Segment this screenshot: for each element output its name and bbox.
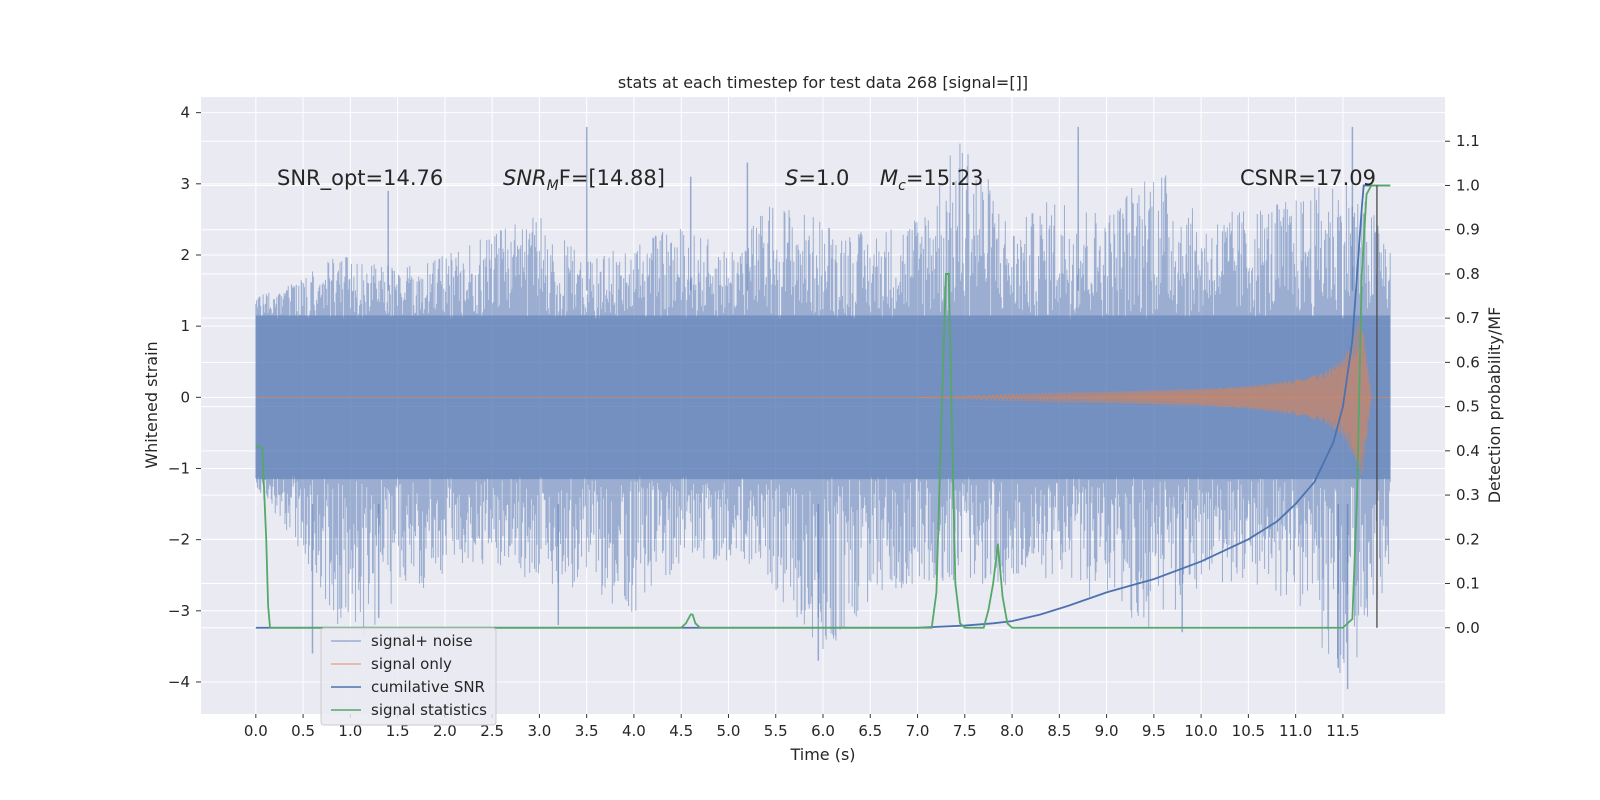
y-right-axis-label: Detection probability/MF (1485, 307, 1504, 504)
y-tick-label-4: 0 (180, 388, 190, 406)
x-tick-label-0: 0.0 (244, 722, 268, 740)
x-tick-label-2: 1.0 (338, 722, 362, 740)
cumulative-snr-line (255, 184, 1391, 629)
x-tick-label-11: 5.5 (764, 722, 788, 740)
y-right-tick-label-5: 0.6 (1456, 353, 1480, 371)
y-tick-label-5: −1 (168, 459, 190, 477)
x-tick-label-4: 2.0 (433, 722, 457, 740)
annotation-snr-mf-sub: M (547, 178, 559, 194)
legend-label-signal-statistics: signal statistics (371, 701, 487, 719)
x-tick-label-7: 3.5 (575, 722, 599, 740)
legend-label-signal-only: signal only (371, 655, 452, 673)
y-tick-label-7: −3 (168, 602, 190, 620)
y-right-tick-label-9: 0.2 (1456, 530, 1480, 548)
y-right-tick-label-2: 0.9 (1456, 221, 1480, 239)
y-right-tick-label-10: 0.1 (1456, 575, 1480, 593)
x-tick-label-10: 5.0 (717, 722, 741, 740)
annotations: SNR_opt=14.76 SNRMF=[14.88] S=1.0 Mc=15.… (277, 166, 1376, 194)
annotation-mc-sub: c (898, 178, 906, 194)
annotation-snr-opt: SNR_opt=14.76 (277, 166, 443, 191)
y-right-tick-label-11: 0.0 (1456, 619, 1480, 637)
annotation-snr-mf-rest: F=[14.88] (559, 166, 665, 190)
y-tick-labels: 4 3 2 1 0 −1 −2 −3 −4 (168, 104, 201, 691)
x-tick-label-1: 0.5 (291, 722, 315, 740)
annotation-mc-main: M (880, 166, 898, 190)
x-tick-label-19: 9.5 (1142, 722, 1166, 740)
y-right-tick-label-6: 0.5 (1456, 398, 1480, 416)
y-right-tick-label-8: 0.3 (1456, 486, 1480, 504)
legend-label-cumulative-snr: cumilative SNR (371, 678, 485, 696)
x-tick-label-9: 4.5 (669, 722, 693, 740)
x-tick-label-20: 10.0 (1184, 722, 1217, 740)
x-tick-label-23: 11.5 (1326, 722, 1359, 740)
y-right-tick-label-4: 0.7 (1456, 309, 1480, 327)
x-tick-label-16: 8.0 (1000, 722, 1024, 740)
x-tick-label-6: 3.0 (527, 722, 551, 740)
series-signal-only (255, 318, 1391, 475)
x-tick-label-17: 8.5 (1047, 722, 1071, 740)
x-tick-label-8: 4.0 (622, 722, 646, 740)
legend-label-signal-noise: signal+ noise (371, 632, 473, 650)
y-right-tick-label-3: 0.8 (1456, 265, 1480, 283)
legend-box (320, 627, 497, 726)
x-tick-label-3: 1.5 (386, 722, 410, 740)
x-tick-label-12: 6.0 (811, 722, 835, 740)
y-right-tick-labels: 1.1 1.0 0.9 0.8 0.7 0.6 0.5 0.4 0.3 0.2 0.1 0.0 (1445, 132, 1480, 637)
x-axis-label: Time (s) (789, 745, 855, 764)
annotation-mc-rest: =15.23 (906, 166, 984, 190)
y-axis-label: Whitened strain (142, 341, 161, 468)
x-tick-labels: 0.0 0.5 1.0 1.5 2.0 2.5 3.0 3.5 4.0 4.5 5.0 5.5 6.0 6… (244, 714, 1360, 740)
x-tick-label-15: 7.5 (953, 722, 977, 740)
legend: signal+ noise signal only cumilative SNR… (320, 627, 497, 726)
y-tick-label-3: 1 (180, 317, 190, 335)
chart-title: stats at each timestep for test data 268… (618, 73, 1028, 92)
annotation-s-main: S (785, 166, 798, 190)
annotation-s-rest: =1.0 (798, 166, 849, 190)
x-tick-label-21: 10.5 (1232, 722, 1265, 740)
x-tick-label-18: 9.0 (1095, 722, 1119, 740)
x-tick-label-13: 6.5 (858, 722, 882, 740)
y-right-tick-label-1: 1.0 (1456, 176, 1480, 194)
y-tick-label-1: 3 (180, 175, 190, 193)
y-tick-label-8: −4 (168, 673, 190, 691)
series-cumulative-snr (255, 184, 1391, 629)
annotation-s: S=1.0 (785, 166, 849, 190)
x-tick-label-14: 7.0 (906, 722, 930, 740)
y-tick-label-6: −2 (168, 531, 190, 549)
y-right-tick-label-7: 0.4 (1456, 442, 1480, 460)
annotation-snr-mf: SNRMF=[14.88] (503, 166, 665, 194)
y-tick-label-2: 2 (180, 246, 190, 264)
y-right-tick-label-0: 1.1 (1456, 132, 1480, 150)
x-tick-label-22: 11.0 (1279, 722, 1312, 740)
x-tick-label-5: 2.5 (480, 722, 504, 740)
signal-only-chirp (917, 318, 1372, 475)
annotation-csnr: CSNR=17.09 (1240, 166, 1376, 190)
annotation-snr-mf-main: SNR (503, 166, 547, 190)
y-tick-label-0: 4 (180, 104, 190, 122)
annotation-mc: Mc=15.23 (880, 166, 984, 194)
